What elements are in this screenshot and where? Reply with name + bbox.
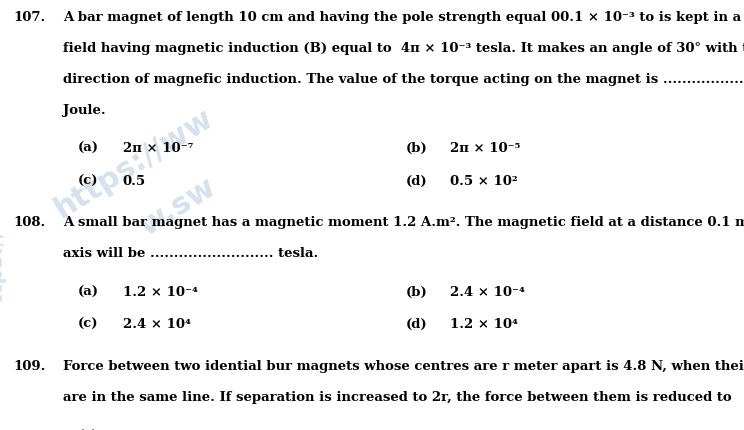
Text: (c): (c) [78,175,99,187]
Text: ttps://: ttps:// [0,229,6,304]
Text: 108.: 108. [13,216,45,229]
Text: (b): (b) [405,286,427,299]
Text: 2π × 10⁻⁷: 2π × 10⁻⁷ [123,142,193,155]
Text: (a): (a) [78,286,99,299]
Text: (b): (b) [405,142,427,155]
Text: w.sw: w.sw [135,172,222,241]
Text: 2.4 × 10⁴: 2.4 × 10⁴ [123,318,190,331]
Text: 109.: 109. [13,360,46,373]
Text: 1.2 × 10⁴: 1.2 × 10⁴ [450,318,518,331]
Text: A small bar magnet has a magnetic moment 1.2 A.m². The magnetic field at a dista: A small bar magnet has a magnetic moment… [63,216,744,229]
Text: 107.: 107. [13,11,45,24]
Text: Joule.: Joule. [63,104,106,117]
Text: Force between two idential bur magnets whose centres are r meter apart is 4.8 N,: Force between two idential bur magnets w… [63,360,744,373]
Text: A bar magnet of length 10 cm and having the pole strength equal 00.1 × 10⁻³ to i: A bar magnet of length 10 cm and having … [63,11,744,24]
Text: (c): (c) [78,318,99,331]
Text: 2π × 10⁻⁵: 2π × 10⁻⁵ [450,142,521,155]
Text: axis will be .......................... tesla.: axis will be .......................... … [63,247,318,260]
Text: 2.4 × 10⁻⁴: 2.4 × 10⁻⁴ [450,286,525,299]
Text: (d): (d) [405,175,427,187]
Text: (a): (a) [78,142,99,155]
Text: https://ww: https://ww [49,103,219,224]
Text: 0.5 × 10²: 0.5 × 10² [450,175,518,187]
Text: 1.2 × 10⁻⁴: 1.2 × 10⁻⁴ [123,286,198,299]
Text: are in the same line. If separation is increased to 2r, the force between them i: are in the same line. If separation is i… [63,391,732,404]
Text: direction of magnefic induction. The value of the torque acting on the magnet is: direction of magnefic induction. The val… [63,73,744,86]
Text: field having magnetic induction (B) equal to  4π × 10⁻³ tesla. It makes an angle: field having magnetic induction (B) equa… [63,42,744,55]
Text: 0.5: 0.5 [123,175,146,187]
Text: (d): (d) [405,318,427,331]
